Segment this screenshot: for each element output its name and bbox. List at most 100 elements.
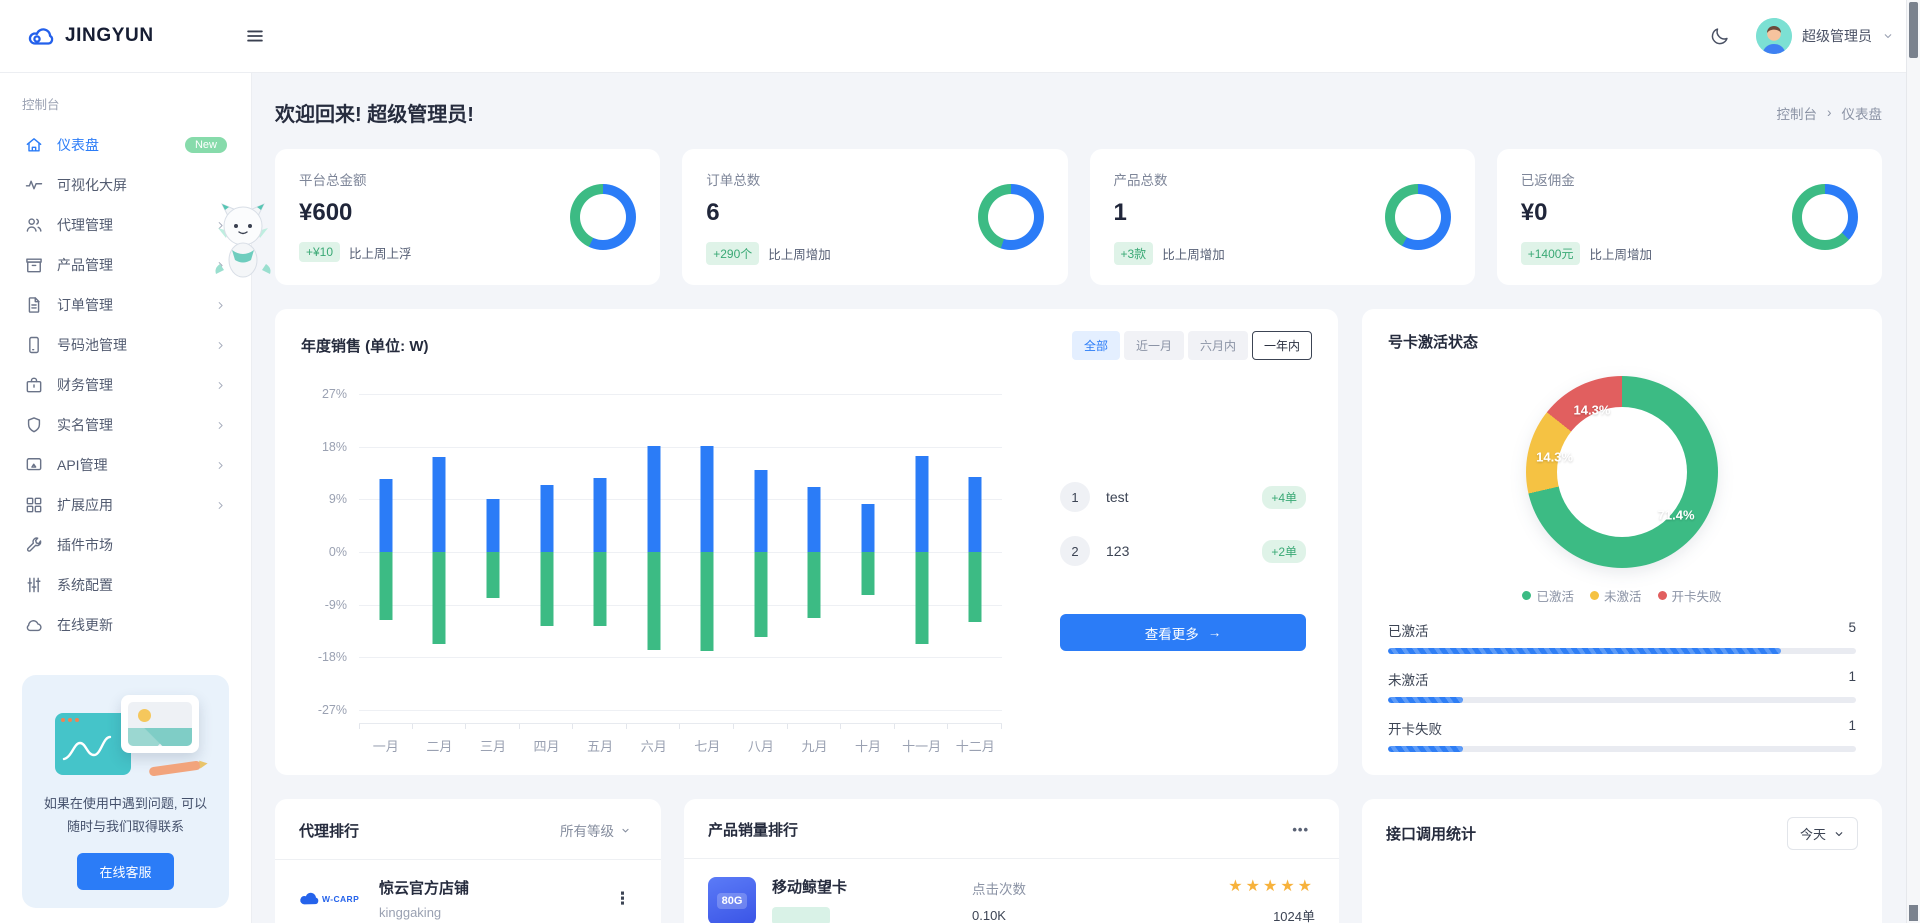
stat-card: 订单总数 6 +290个 比上周增加 xyxy=(682,149,1068,285)
sidebar-item-monitor[interactable]: API管理 xyxy=(14,445,237,485)
sidebar-item-phone[interactable]: 号码池管理 xyxy=(14,325,237,365)
time-range-select[interactable]: 今天 xyxy=(1786,817,1858,850)
bar-positive xyxy=(647,445,661,552)
star-rating: ★★★★★ xyxy=(1228,878,1315,895)
bar-positive xyxy=(432,456,446,552)
theme-toggle-button[interactable] xyxy=(1703,20,1736,53)
bar-column xyxy=(573,394,627,710)
brand-logo[interactable]: JINGYUN xyxy=(26,23,238,49)
product-name: 移动鲸望卡 xyxy=(772,879,848,896)
x-axis-label: 十二月 xyxy=(955,739,995,754)
scrollbar-thumb[interactable] xyxy=(1909,2,1918,58)
donut-legend: 已激活 未激活 开卡失败 xyxy=(1388,586,1856,605)
rank-number: 1 xyxy=(1060,482,1090,512)
bar-positive xyxy=(540,484,554,552)
briefcase-icon xyxy=(24,375,44,395)
sidebar-item-wrench[interactable]: 插件市场 xyxy=(14,525,237,565)
rank-badge: +2单 xyxy=(1262,539,1306,563)
cloud-logo-icon xyxy=(26,23,56,49)
gridline xyxy=(359,604,1002,606)
stat-title: 平台总金额 xyxy=(299,173,367,188)
scrollbar-down-button[interactable] xyxy=(1909,905,1918,921)
bar-negative xyxy=(968,552,982,623)
shop-subtitle: kinggaking xyxy=(379,905,442,920)
bar-positive xyxy=(861,504,875,552)
user-menu[interactable]: 超级管理员 xyxy=(1756,18,1894,54)
x-axis-label: 一月 xyxy=(372,739,399,754)
x-axis-label: 十月 xyxy=(855,739,882,754)
item-menu-button[interactable]: ⋮ xyxy=(608,889,637,908)
support-illustration xyxy=(51,695,201,781)
agent-list-item[interactable]: W-CARP 惊云官方店铺 kinggaking ⋮ xyxy=(275,860,661,923)
x-axis-label: 三月 xyxy=(479,739,506,754)
home-icon xyxy=(24,135,44,155)
sidebar-item-home[interactable]: 仪表盘 New xyxy=(14,125,237,165)
bar-negative xyxy=(915,552,929,644)
sidebar-item-shield[interactable]: 实名管理 xyxy=(14,405,237,445)
sidebar-item-cloud[interactable]: 在线更新 xyxy=(14,605,237,645)
online-support-button[interactable]: 在线客服 xyxy=(77,852,174,890)
card-menu-button[interactable]: ••• xyxy=(1286,821,1315,838)
sidebar-item-file[interactable]: 订单管理 xyxy=(14,285,237,325)
brand-name: JINGYUN xyxy=(65,25,154,46)
users-icon xyxy=(24,215,44,235)
x-axis-label: 二月 xyxy=(426,739,453,754)
sales-filter-button[interactable]: 近一月 xyxy=(1123,331,1184,360)
legend-item: 开卡失败 xyxy=(1657,586,1722,605)
stat-value: ¥0 xyxy=(1520,199,1548,226)
chevron-right-icon xyxy=(214,379,227,392)
product-metric-label: 点击次数 xyxy=(972,882,1026,897)
sidebar-item-label: 代理管理 xyxy=(57,217,113,233)
donut-slice-label: 14.3% xyxy=(1536,449,1574,465)
sales-filter-group: 全部 近一月 六月内 一年内 xyxy=(1071,331,1312,360)
sidebar-item-users[interactable]: 代理管理 xyxy=(14,205,237,245)
bar-positive xyxy=(754,469,768,552)
product-thumbnail: 80G xyxy=(708,876,756,923)
stat-donut-chart xyxy=(977,184,1044,250)
view-more-button[interactable]: 查看更多 → xyxy=(1060,614,1306,651)
menu-toggle-button[interactable] xyxy=(238,19,272,53)
sidebar-item-sliders[interactable]: 系统配置 xyxy=(14,565,237,605)
ranking-row[interactable]: 1 test +4单 xyxy=(1060,482,1306,512)
bar-negative xyxy=(754,552,768,638)
sidebar-item-grid[interactable]: 扩展应用 xyxy=(14,485,237,525)
vertical-scrollbar[interactable] xyxy=(1906,0,1920,923)
moon-icon xyxy=(1709,26,1730,47)
rank-name: 123 xyxy=(1106,543,1130,559)
sales-filter-button[interactable]: 全部 xyxy=(1071,331,1120,360)
sidebar-item-briefcase[interactable]: 财务管理 xyxy=(14,365,237,405)
product-metric-value: 0.10K xyxy=(972,908,1006,923)
y-axis-tick: -27% xyxy=(317,703,347,717)
breadcrumb-item[interactable]: 控制台 xyxy=(1776,106,1818,122)
gridline xyxy=(359,657,1002,659)
level-filter-value: 所有等级 xyxy=(560,824,614,839)
stat-change-note: 比上周增加 xyxy=(1589,248,1652,262)
annual-sales-card: 年度销售 (单位: W) 全部 近一月 六月内 一年内 27% 18% 9% 0% -9% -1… xyxy=(275,309,1338,775)
bar-negative xyxy=(540,552,554,626)
level-filter-select[interactable]: 所有等级 xyxy=(554,819,637,841)
x-axis-labels: 一月 二月 三月 四月 五月 六月 七月 八月 九月 十月 十一月 十二月 xyxy=(359,736,1002,755)
product-list-item[interactable]: 80G 移动鲸望卡 点击次数 0.10K xyxy=(684,859,1339,923)
chevron-down-icon xyxy=(1833,828,1845,840)
stat-info: 平台总金额 ¥600 +¥10 比上周上浮 xyxy=(299,169,412,265)
cloud-icon xyxy=(24,615,44,635)
sidebar-item-pulse[interactable]: 可视化大屏 xyxy=(14,165,237,205)
sales-filter-button[interactable]: 六月内 xyxy=(1187,331,1248,360)
breadcrumb-separator: › xyxy=(1827,105,1832,120)
ranking-row[interactable]: 2 123 +2单 xyxy=(1060,536,1306,566)
progress-track xyxy=(1388,697,1856,703)
sales-filter-button[interactable]: 一年内 xyxy=(1251,331,1312,360)
activation-row: 开卡失败 1 xyxy=(1388,718,1856,752)
chevron-right-icon xyxy=(214,459,227,472)
legend-label: 未激活 xyxy=(1603,590,1642,604)
stat-change-note: 比上周增加 xyxy=(768,248,831,262)
activation-row-line: 已激活 5 xyxy=(1388,620,1856,640)
phone-icon xyxy=(24,335,44,355)
page-shell: 控制台 仪表盘 New 可视化大屏代理管理产品管理 订单管理 号码池管理 财务管理 实名管理… xyxy=(0,72,1920,923)
x-axis-tick-cell xyxy=(520,724,574,729)
sidebar-item-box[interactable]: 产品管理 xyxy=(14,245,237,285)
hamburger-icon xyxy=(244,25,266,47)
stat-title: 已返佣金 xyxy=(1520,173,1575,188)
breadcrumb-item[interactable]: 仪表盘 xyxy=(1841,106,1883,122)
